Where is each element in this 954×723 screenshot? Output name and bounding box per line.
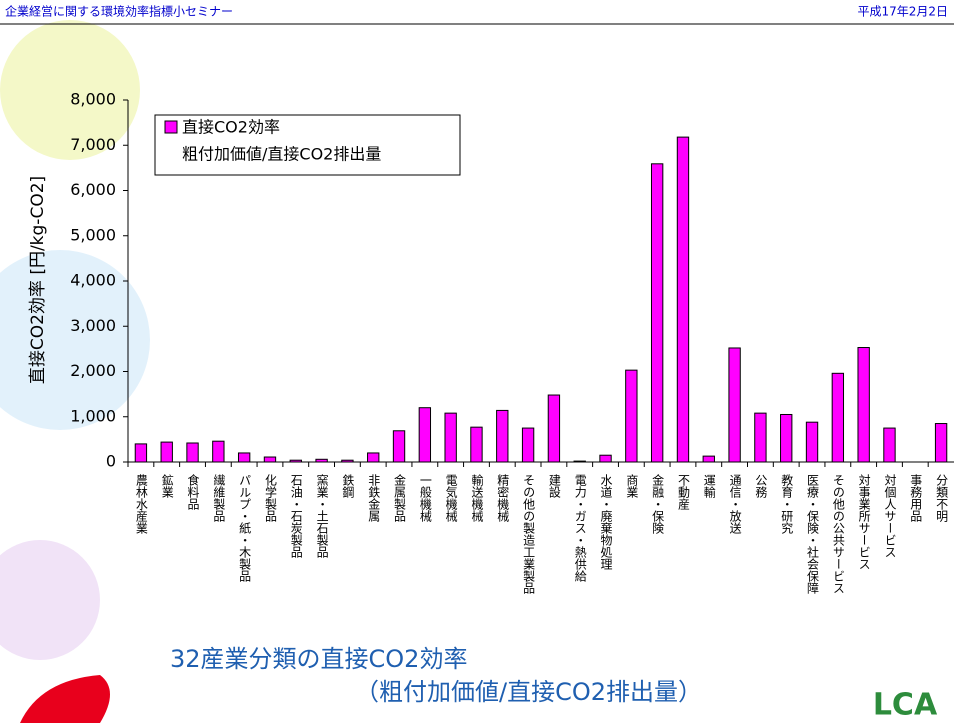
- x-tick-label: 教育・研究: [780, 473, 794, 535]
- bar: [470, 426, 483, 463]
- bar: [599, 454, 612, 463]
- bar: [573, 460, 586, 463]
- y-tick-label: 2,000: [70, 361, 116, 380]
- x-tick-label: 精密機械: [496, 474, 510, 522]
- footer-title: 32産業分類の直接CO2効率: [170, 645, 467, 673]
- x-tick-label: 鉱業: [160, 473, 174, 498]
- y-tick-label: 0: [106, 452, 116, 471]
- x-tick-label: 事務用品: [909, 474, 923, 522]
- x-tick-label: 窯業・土石製品: [315, 473, 329, 558]
- x-tick-label: パルプ・紙・木製品: [238, 474, 252, 582]
- bar: [186, 442, 199, 463]
- y-tick-label: 5,000: [70, 225, 116, 244]
- decor-circle: [0, 20, 140, 160]
- bar: [263, 456, 277, 463]
- bar: [805, 421, 819, 463]
- bar: [676, 136, 690, 463]
- x-tick-label: 農林水産業: [134, 474, 148, 534]
- x-tick-label: 建設: [547, 474, 561, 498]
- plot: 0 1,000 2,000 3,000 4,000 5,000 6,000 7,000 8,00…: [70, 90, 954, 594]
- x-tick-label: 対事業所サービス: [857, 474, 871, 570]
- header-right: 平成17年2月2日: [857, 5, 948, 19]
- logo: LCA: [873, 688, 938, 723]
- bar: [496, 409, 509, 463]
- x-tick-label: 一般機械: [418, 474, 432, 522]
- footer-subtitle: （粗付加価値/直接CO2排出量）: [355, 678, 702, 706]
- bar: [650, 163, 664, 463]
- bar: [857, 347, 870, 463]
- bar: [728, 347, 741, 463]
- legend-subtitle: 粗付加価値/直接CO2排出量: [182, 145, 381, 164]
- x-tick-label: 通信・放送: [728, 474, 742, 535]
- y-tick-label: 4,000: [70, 271, 116, 290]
- x-tick-label: 金融・保険: [651, 473, 665, 535]
- bar: [831, 372, 845, 463]
- x-tick-label: 医療・保険・社会保障: [806, 474, 820, 594]
- bar: [212, 440, 225, 463]
- bar: [521, 427, 535, 463]
- bar: [160, 441, 173, 463]
- x-tick-label: 石油・石炭製品: [289, 474, 303, 558]
- decor-circle: [0, 540, 100, 660]
- legend-swatch: [164, 120, 178, 134]
- x-tick-label: その他の製造工業製品: [522, 474, 536, 594]
- header-left: 企業経営に関する環境効率指標小セミナー: [5, 4, 233, 19]
- x-tick-label: 鉄鋼: [341, 473, 355, 498]
- x-tick-label: 化学製品: [263, 474, 277, 522]
- x-tick-label: 公務: [754, 474, 768, 499]
- y-axis-label: 直接CO2効率 [円/kg-CO2]: [28, 176, 48, 384]
- y-tick-label: 3,000: [70, 316, 116, 335]
- bar: [780, 413, 793, 463]
- bar: [444, 412, 457, 463]
- bar: [315, 458, 328, 463]
- x-tick-label: 繊維製品: [212, 474, 226, 522]
- bar: [702, 455, 715, 463]
- x-tick-label: 輸送機械: [470, 473, 484, 522]
- x-tick-label: 不動産: [676, 474, 690, 511]
- y-tick-label: 6,000: [70, 180, 116, 199]
- legend: [154, 114, 461, 176]
- x-tick-label: 運輸: [702, 474, 716, 498]
- x-tick-label: 食料品: [186, 473, 200, 510]
- bar: [341, 459, 354, 463]
- bar: [367, 452, 380, 463]
- bar: [418, 407, 432, 463]
- bar: [134, 443, 148, 463]
- x-tick-label: 水道・廃棄物処理: [599, 474, 613, 570]
- bar: [237, 452, 251, 463]
- bar: [883, 427, 896, 463]
- x-tick-label: 電気機械: [444, 474, 458, 522]
- decor-circle: [0, 250, 150, 430]
- bar: [547, 394, 561, 463]
- x-tick-label: 非鉄金属: [367, 474, 381, 523]
- x-tick-label: その他の公共サービス: [831, 474, 845, 594]
- bar: [754, 412, 767, 463]
- x-tick-label: 電力・ガス・熱供給: [573, 474, 587, 582]
- bar: [625, 369, 638, 463]
- bar: [392, 430, 406, 463]
- bar: [289, 459, 302, 463]
- x-tick-label: 対個人サービス: [883, 474, 897, 558]
- bar: [934, 423, 948, 463]
- y-tick-label: 7,000: [70, 135, 116, 154]
- y-tick-label: 8,000: [70, 90, 116, 109]
- logo-mark: [20, 675, 110, 723]
- x-tick-label: 金属製品: [393, 473, 407, 522]
- legend-label: 直接CO2効率: [182, 118, 280, 137]
- x-tick-label: 分類不明: [935, 474, 949, 523]
- y-tick-label: 1,000: [70, 406, 116, 425]
- x-tick-label: 商業: [625, 473, 639, 498]
